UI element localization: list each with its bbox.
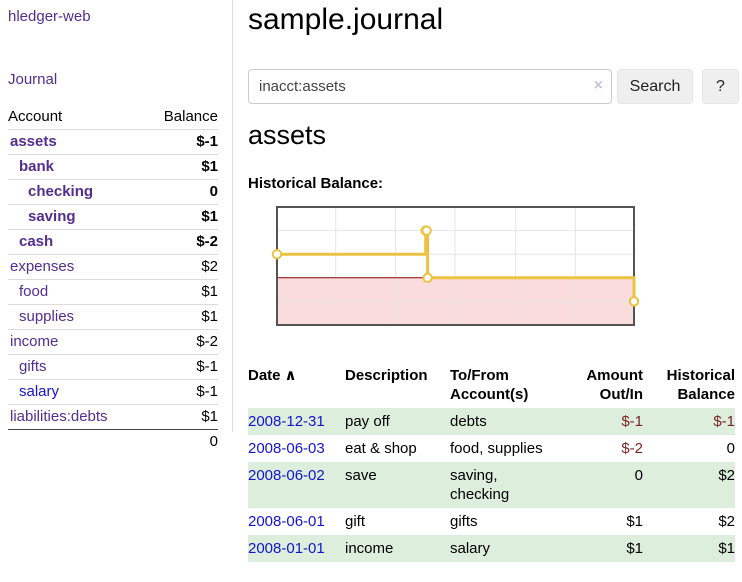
transaction-accounts: gifts	[450, 513, 478, 530]
transaction-date-link[interactable]: 2008-06-03	[248, 440, 325, 457]
sort-asc-icon: ∧	[284, 367, 297, 384]
sidebar-account-balance: $1	[143, 154, 218, 180]
transaction-accounts: debts	[450, 413, 487, 430]
sidebar-account-link[interactable]: income	[10, 333, 59, 350]
sidebar-account-balance: $1	[143, 404, 218, 430]
register-col-date[interactable]: Date ∧	[248, 367, 297, 384]
sidebar-account-balance: $-2	[143, 229, 218, 255]
transaction-date-link[interactable]: 2008-01-01	[248, 540, 325, 557]
sidebar-account-row: supplies $1	[8, 304, 218, 330]
transaction-description: gift	[345, 513, 366, 530]
register-row: 2008-06-01 gift gifts $1 $2	[248, 508, 735, 535]
sidebar-account-link[interactable]: assets	[10, 133, 57, 150]
search-field-wrap: ×	[248, 69, 612, 104]
register-col-balance: Historical Balance	[666, 367, 735, 403]
transaction-amount: $1	[626, 540, 643, 557]
sidebar-account-link[interactable]: cash	[19, 233, 54, 250]
transaction-balance: $-1	[713, 413, 735, 430]
transaction-amount: $-1	[621, 413, 643, 430]
sidebar-account-balance: 0	[143, 179, 218, 205]
sidebar-account-row: checking 0	[8, 179, 218, 205]
transaction-amount: $1	[626, 513, 643, 530]
sidebar-account-link[interactable]: liabilities:debts	[10, 408, 108, 425]
transaction-description: income	[345, 540, 394, 557]
transaction-description: pay off	[345, 413, 390, 430]
search-button[interactable]: Search	[617, 69, 693, 104]
transaction-amount: $-2	[621, 440, 643, 457]
sidebar-account-balance: $-1	[143, 354, 218, 380]
transaction-accounts: salary	[450, 540, 491, 557]
sidebar-account-row: assets $-1	[8, 129, 218, 155]
transaction-amount: 0	[634, 467, 643, 484]
sidebar: hledger-web Journal Account Balance asse…	[0, 0, 233, 454]
chart-section-label: Historical Balance:	[248, 175, 384, 192]
register-table: Date ∧ Description To/From Account(s) Amo…	[248, 362, 735, 562]
accounts-table: Account Balance assets $-1 bank $1 checking 0…	[8, 104, 218, 454]
sidebar-account-row: saving $1	[8, 204, 218, 230]
transaction-balance: $2	[718, 467, 735, 484]
sidebar-account-balance: $2	[143, 254, 218, 280]
accounts-total-balance: 0	[143, 429, 218, 454]
accounts-col-balance: Balance	[163, 108, 218, 125]
clear-search-icon[interactable]: ×	[593, 77, 603, 94]
sidebar-account-link[interactable]: checking	[28, 183, 94, 200]
sidebar-account-row: liabilities:debts $1	[8, 404, 218, 430]
sidebar-account-link[interactable]: bank	[19, 158, 55, 175]
nav-journal-link[interactable]: Journal	[8, 71, 58, 88]
register-col-accounts: To/From Account(s)	[450, 367, 529, 403]
sidebar-account-link[interactable]: saving	[28, 208, 76, 225]
sidebar-account-row: income $-2	[8, 329, 218, 355]
accounts-total-row: 0	[8, 429, 218, 454]
sidebar-account-row: expenses $2	[8, 254, 218, 280]
sidebar-account-link[interactable]: gifts	[19, 358, 47, 375]
transaction-balance: $2	[718, 513, 735, 530]
register-col-amount: Amount Out/In	[586, 367, 643, 403]
transaction-date-link[interactable]: 2008-06-02	[248, 467, 325, 484]
sidebar-account-row: salary $-1	[8, 379, 218, 405]
transaction-date-link[interactable]: 2008-12-31	[248, 413, 325, 430]
search-form: × Search ?	[248, 69, 739, 104]
transaction-accounts: food, supplies	[450, 440, 543, 457]
sidebar-account-row: bank $1	[8, 154, 218, 180]
sidebar-account-balance: $-1	[143, 129, 218, 155]
accounts-col-account: Account	[8, 108, 63, 125]
sidebar-account-balance: $-1	[143, 379, 218, 405]
sidebar-account-balance: $-2	[143, 329, 218, 355]
transaction-accounts: saving, checking	[450, 467, 510, 503]
transaction-description: eat & shop	[345, 440, 417, 457]
sidebar-account-link[interactable]: food	[19, 283, 49, 300]
page-title: sample.journal	[248, 3, 444, 36]
sidebar-account-link[interactable]: salary	[19, 383, 60, 400]
search-input[interactable]	[248, 69, 612, 104]
register-row: 2008-06-03 eat & shop food, supplies $-2 0	[248, 435, 735, 462]
register-row: 2008-01-01 income salary $1 $1	[248, 535, 735, 562]
sidebar-account-balance: $1	[143, 204, 218, 230]
register-col-description: Description	[345, 367, 428, 384]
register-header-row: Date ∧ Description To/From Account(s) Amo…	[248, 362, 735, 408]
transaction-balance: $1	[718, 540, 735, 557]
transaction-balance: 0	[726, 440, 735, 457]
sidebar-account-balance: $1	[143, 304, 218, 330]
sidebar-account-balance: $1	[143, 279, 218, 305]
sidebar-account-row: gifts $-1	[8, 354, 218, 380]
balance-chart	[244, 203, 644, 347]
sidebar-account-link[interactable]: expenses	[10, 258, 75, 275]
register-row: 2008-12-31 pay off debts $-1 $-1	[248, 408, 735, 435]
balance-chart-svg	[271, 206, 640, 326]
accounts-header-row: Account Balance	[8, 104, 218, 130]
transaction-description: save	[345, 467, 377, 484]
app-brand-link[interactable]: hledger-web	[8, 8, 91, 25]
sidebar-account-row: food $1	[8, 279, 218, 305]
account-heading: assets	[248, 120, 327, 150]
help-button[interactable]: ?	[702, 69, 739, 104]
sidebar-account-link[interactable]: supplies	[19, 308, 75, 325]
sidebar-account-row: cash $-2	[8, 229, 218, 255]
register-row: 2008-06-02 save saving, checking 0 $2	[248, 462, 735, 508]
transaction-date-link[interactable]: 2008-06-01	[248, 513, 325, 530]
